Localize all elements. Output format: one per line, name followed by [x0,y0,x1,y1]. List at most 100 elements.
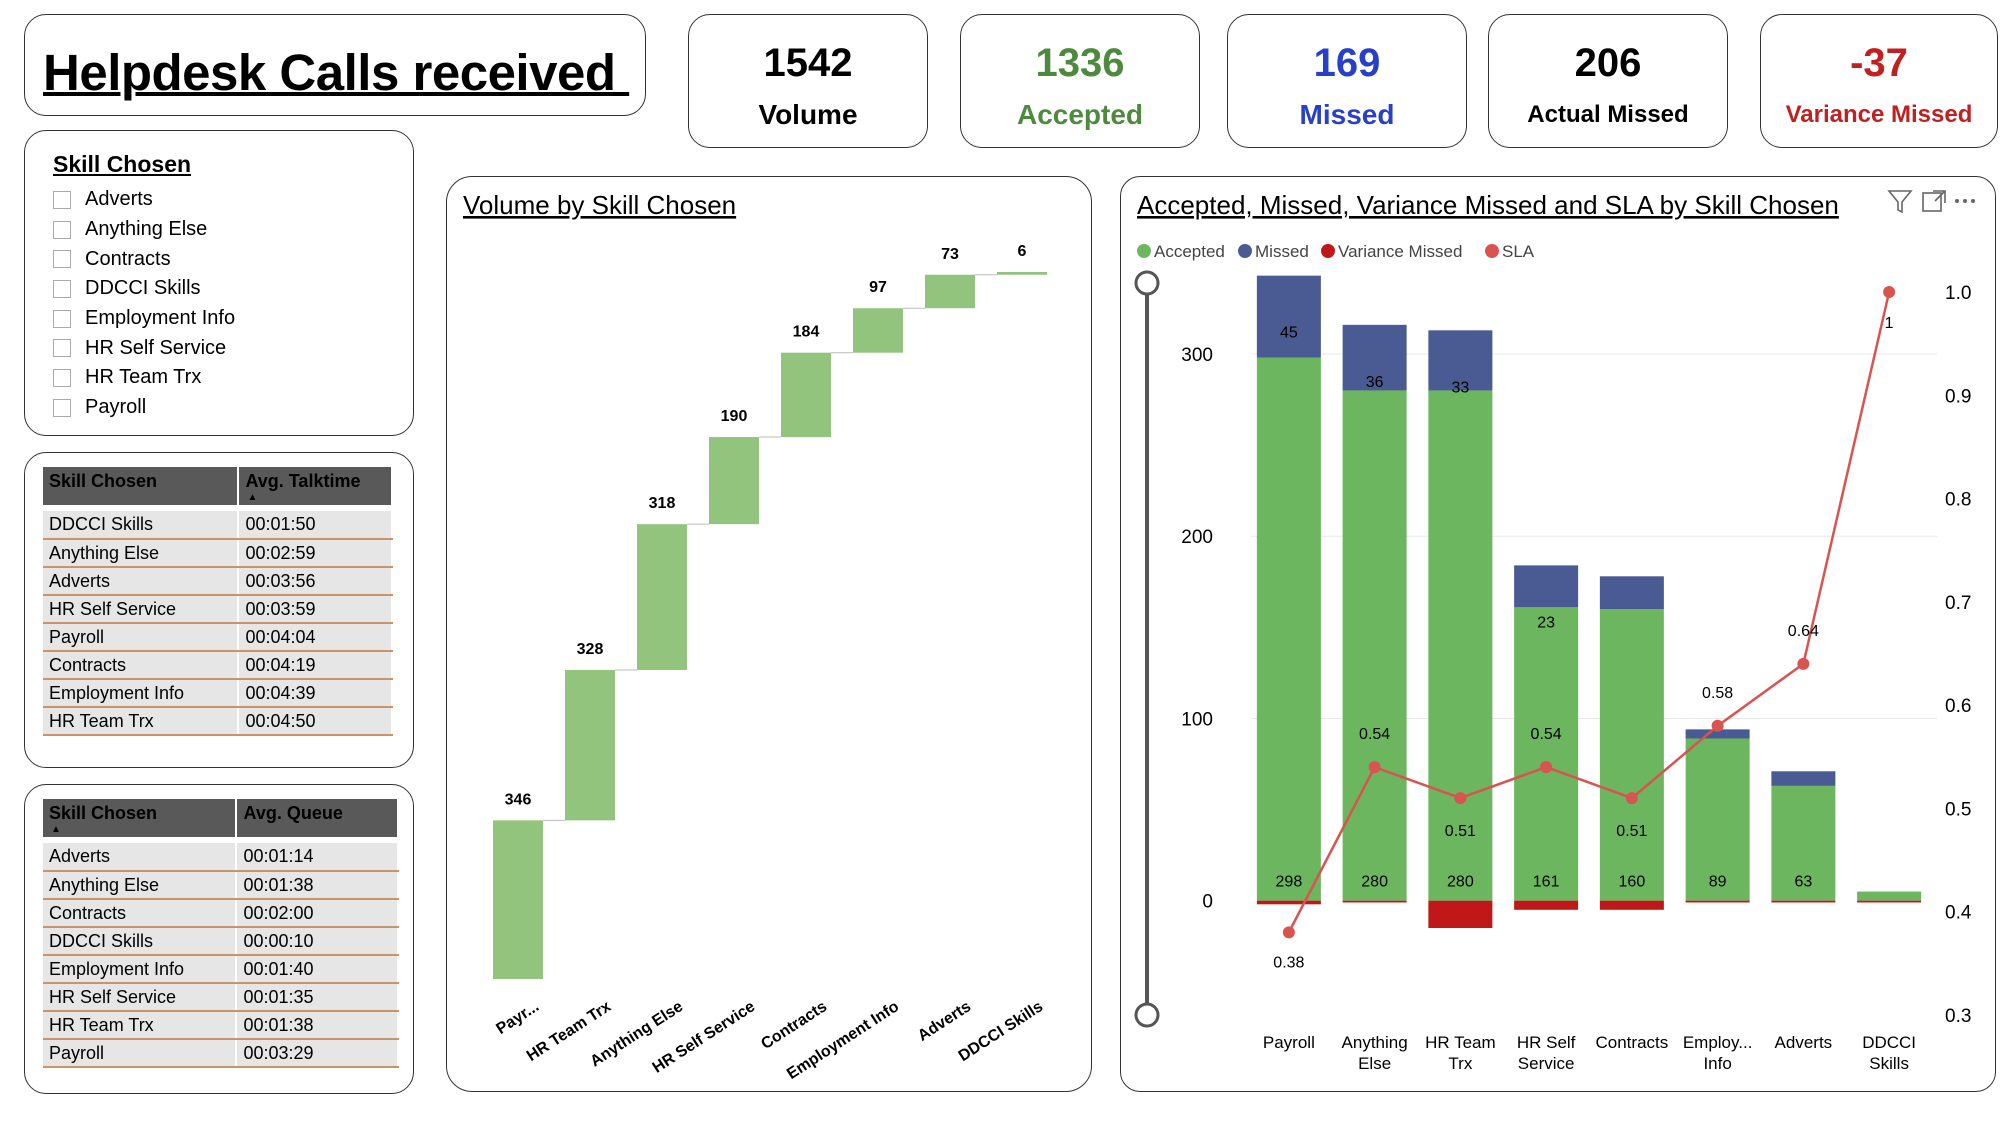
missed-bar[interactable] [1342,324,1407,391]
variance-missed-bar[interactable] [1857,900,1922,903]
kpi-missed-card[interactable]: 169 Missed [1227,14,1467,148]
queue-table-card: Skill Chosen ▲ Avg. Queue Adverts 00:01:14… [24,784,414,1094]
column-header-skill[interactable]: Skill Chosen ▲ [43,799,238,837]
missed-bar[interactable] [1428,330,1493,391]
waterfall-bar[interactable] [493,820,543,979]
focus-mode-icon[interactable] [1922,190,1946,212]
table-row[interactable]: Employment Info 00:01:40 [43,955,399,984]
waterfall-bar[interactable] [565,669,615,821]
table-row[interactable]: HR Self Service 00:03:59 [43,595,393,624]
table-row[interactable]: DDCCI Skills 00:01:50 [43,511,393,540]
cell-skill: Employment Info [43,955,238,984]
table-row[interactable]: Anything Else 00:02:59 [43,539,393,568]
slicer-item-ddcci-skills[interactable]: DDCCI Skills [53,274,235,304]
zoom-slider-handle-bottom[interactable] [1134,1002,1160,1028]
missed-bar[interactable] [1599,576,1664,610]
table-row[interactable]: Payroll 00:03:29 [43,1039,399,1068]
accepted-bar[interactable] [1599,609,1664,901]
accepted-bar[interactable] [1256,357,1321,901]
slicer-item-hr-self-service[interactable]: HR Self Service [53,333,235,363]
cell-value: 00:04:04 [238,623,393,652]
chart-title: Volume by Skill Chosen [463,190,736,220]
accepted-missed-sla-chart[interactable]: Accepted, Missed, Variance Missed and SL… [1121,177,1997,1093]
table-row[interactable]: DDCCI Skills 00:00:10 [43,927,399,956]
checkbox[interactable] [53,250,71,269]
slicer-item-label: Payroll [85,396,147,419]
slicer-title: Skill Chosen [53,151,192,177]
variance-missed-bar[interactable] [1256,900,1321,905]
checkbox[interactable] [53,339,71,358]
missed-bar[interactable] [1685,729,1750,739]
missed-label: 23 [1537,614,1555,631]
sla-point[interactable] [1797,657,1810,670]
cell-value: 00:01:35 [236,983,399,1012]
accepted-bar[interactable] [1771,785,1836,901]
sla-point[interactable] [1454,792,1467,805]
slicer-item-payroll[interactable]: Payroll [53,393,235,423]
waterfall-bar[interactable] [997,272,1047,275]
sla-point[interactable] [1540,761,1553,774]
waterfall-bar[interactable] [925,274,975,309]
waterfall-bar[interactable] [853,308,903,353]
zoom-slider-handle-top[interactable] [1134,270,1160,296]
missed-bar[interactable] [1256,275,1321,358]
checkbox[interactable] [53,279,71,298]
table-row[interactable]: Anything Else 00:01:38 [43,871,399,900]
table-row[interactable]: HR Team Trx 00:01:38 [43,1011,399,1040]
kpi-actual-missed-card[interactable]: 206 Actual Missed [1488,14,1728,148]
checkbox[interactable] [53,368,71,387]
column-header-avg-talktime[interactable]: Avg. Talktime ▲ [238,467,393,505]
kpi-variance-missed-card[interactable]: -37 Variance Missed [1760,14,1998,148]
sla-point[interactable] [1282,926,1295,939]
table-row[interactable]: Adverts 00:01:14 [43,843,399,872]
table-row[interactable]: Contracts 00:02:00 [43,899,399,928]
variance-missed-bar[interactable] [1685,900,1750,903]
sla-line[interactable] [1287,291,1891,933]
missed-bar[interactable] [1514,565,1579,608]
kpi-volume-card[interactable]: 1542 Volume [688,14,928,148]
legend-label: SLA [1502,242,1535,261]
variance-missed-bar[interactable] [1342,900,1407,903]
accepted-bar[interactable] [1428,390,1493,901]
sla-point[interactable] [1625,792,1638,805]
missed-bar[interactable] [1771,771,1836,786]
chart-legend: Accepted Missed Variance Missed SLA [1137,242,1535,261]
waterfall-bar[interactable] [637,524,687,670]
waterfall-bar[interactable] [709,437,759,525]
y-tick-label: 0 [1202,892,1213,913]
slicer-item-adverts[interactable]: Adverts [53,185,235,215]
accepted-bar[interactable] [1857,891,1922,901]
slicer-item-anything-else[interactable]: Anything Else [53,215,235,245]
table-row[interactable]: HR Self Service 00:01:35 [43,983,399,1012]
table-row[interactable]: Employment Info 00:04:39 [43,679,393,708]
accepted-bar[interactable] [1685,738,1750,901]
slicer-item-hr-team-trx[interactable]: HR Team Trx [53,363,235,393]
sla-point[interactable] [1711,719,1724,732]
kpi-accepted-card[interactable]: 1336 Accepted [960,14,1200,148]
column-header-avg-queue[interactable]: Avg. Queue [236,799,399,837]
checkbox[interactable] [53,398,71,417]
table-row[interactable]: Contracts 00:04:19 [43,651,393,680]
column-header-skill[interactable]: Skill Chosen [43,467,240,505]
accepted-bar[interactable] [1342,390,1407,901]
checkbox[interactable] [53,190,71,209]
sla-point[interactable] [1883,286,1896,298]
sla-point[interactable] [1368,761,1381,774]
checkbox[interactable] [53,220,71,239]
slicer-item-employment-info[interactable]: Employment Info [53,304,235,334]
variance-missed-bar[interactable] [1599,900,1664,910]
waterfall-bar[interactable] [781,352,831,438]
variance-missed-bar[interactable] [1428,900,1493,928]
category-label: DDCCI Skills [1862,1033,1916,1073]
filter-icon[interactable] [1887,190,1913,214]
table-row[interactable]: HR Team Trx 00:04:50 [43,707,393,736]
accepted-bar[interactable] [1514,607,1579,901]
slicer-item-contracts[interactable]: Contracts [53,244,235,274]
variance-missed-bar[interactable] [1514,900,1579,910]
checkbox[interactable] [53,309,71,328]
more-options-icon[interactable] [1955,199,1975,203]
table-row[interactable]: Payroll 00:04:04 [43,623,393,652]
table-row[interactable]: Adverts 00:03:56 [43,567,393,596]
variance-missed-bar[interactable] [1771,900,1836,903]
